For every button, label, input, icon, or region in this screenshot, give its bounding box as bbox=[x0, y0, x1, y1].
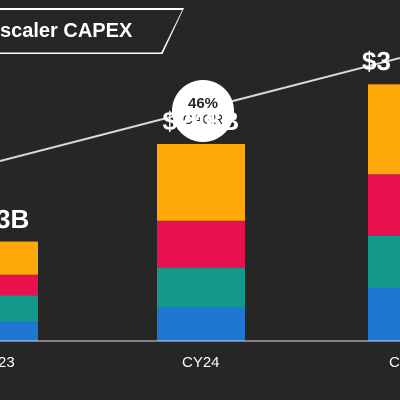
category-label: 23 bbox=[0, 354, 15, 371]
bar-segment-0-2 bbox=[0, 274, 38, 296]
category-label: C bbox=[389, 354, 400, 371]
chart-title: scaler CAPEX bbox=[0, 20, 133, 42]
bar-segment-1-2 bbox=[157, 220, 245, 269]
bar-segment-1-0 bbox=[157, 307, 245, 341]
bar-segment-2-1 bbox=[368, 235, 400, 288]
bar-segment-2-0 bbox=[368, 287, 400, 341]
cagr-value: 46% bbox=[187, 94, 219, 112]
bar-value-label: $3 bbox=[362, 46, 391, 77]
bar-value-label: $248B bbox=[162, 105, 240, 136]
bar-segment-2-2 bbox=[368, 174, 400, 236]
bar-group bbox=[0, 84, 400, 341]
bar-value-label: 3B bbox=[0, 203, 30, 234]
bar-segment-2-3 bbox=[368, 84, 400, 175]
cagr-badge: 46% CAGR bbox=[172, 80, 234, 142]
bar-segment-0-1 bbox=[0, 295, 38, 323]
bar-segment-0-0 bbox=[0, 322, 38, 341]
bar-segment-0-3 bbox=[0, 241, 38, 275]
category-label: CY24 bbox=[182, 354, 220, 371]
chart-title-frame: scaler CAPEX bbox=[0, 8, 184, 54]
bar-segment-1-3 bbox=[157, 143, 245, 221]
bar-segment-1-1 bbox=[157, 268, 245, 308]
cagr-label: CAGR bbox=[182, 110, 224, 127]
